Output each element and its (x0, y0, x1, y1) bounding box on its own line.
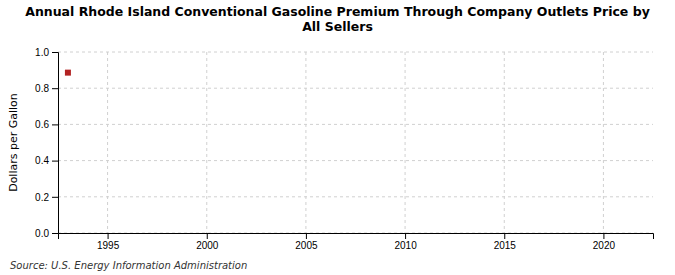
tick: 0.8 (35, 83, 58, 94)
tick: 0.4 (35, 155, 58, 166)
points (65, 70, 71, 76)
tick-mark (108, 233, 109, 239)
tick-mark (52, 52, 58, 53)
tick-mark (52, 88, 58, 89)
tick: 2020 (593, 233, 616, 251)
axis-line (52, 53, 59, 234)
tick: 0.2 (35, 192, 58, 203)
tick-mark (405, 233, 406, 239)
y-axis: 0.0 0.2 0.4 0.6 0.8 1.0 (35, 47, 58, 239)
x-axis: 1995 2000 2005 2010 2015 2020 (59, 233, 654, 251)
tick-label: 1995 (97, 240, 120, 251)
grid-line (405, 52, 406, 233)
grid-line (58, 160, 653, 161)
tick-mark (52, 124, 58, 125)
tick-label: 2005 (295, 240, 318, 251)
tick: 1.0 (35, 47, 58, 58)
tick-label: 1.0 (35, 47, 49, 58)
tick-label: 0.8 (35, 83, 49, 94)
tick-label: 0.4 (35, 155, 49, 166)
tick-label: 2010 (394, 240, 417, 251)
tick: 2000 (196, 233, 219, 251)
tick: 2015 (494, 233, 517, 251)
grid-line (603, 52, 604, 233)
tick-mark (52, 161, 58, 162)
tick-mark (504, 233, 505, 239)
tick-label: 2000 (196, 240, 219, 251)
tick-label: 2020 (593, 240, 616, 251)
tick-label: 0.2 (35, 192, 49, 203)
source: Source: U.S. Energy Information Administ… (10, 260, 247, 271)
grid (58, 52, 653, 233)
title: Annual Rhode Island Conventional Gasolin… (25, 4, 650, 34)
point (65, 70, 71, 76)
tick-label: 0.6 (35, 119, 49, 130)
grid-line (58, 52, 653, 53)
tick-label: 0.0 (35, 228, 49, 239)
tick-label: 2015 (494, 240, 517, 251)
tick-mark (603, 233, 604, 239)
tick-mark (306, 233, 307, 239)
grid-line (58, 124, 653, 125)
tick: 0.0 (35, 228, 58, 239)
chart: 1995 2000 2005 2010 2015 2020 0.0 0.2 0.4 0.6 0.8 1… (0, 0, 675, 275)
grid-line (58, 88, 653, 89)
tick: 1995 (97, 233, 120, 251)
grid-line (206, 52, 207, 233)
axis-line (59, 234, 654, 240)
y-axis-title: Dollars per Gallon (7, 93, 20, 192)
grid-line (58, 196, 653, 197)
tick-mark (52, 197, 58, 198)
tick-mark (52, 233, 58, 234)
grid-line (305, 52, 306, 233)
tick: 0.6 (35, 119, 58, 130)
grid-line (504, 52, 505, 233)
tick-mark (207, 233, 208, 239)
tick: 2010 (394, 233, 417, 251)
grid-line (107, 52, 108, 233)
plot: 1995 2000 2005 2010 2015 2020 0.0 0.2 0.4 0.6 0.8 1… (35, 47, 653, 251)
tick: 2005 (295, 233, 318, 251)
